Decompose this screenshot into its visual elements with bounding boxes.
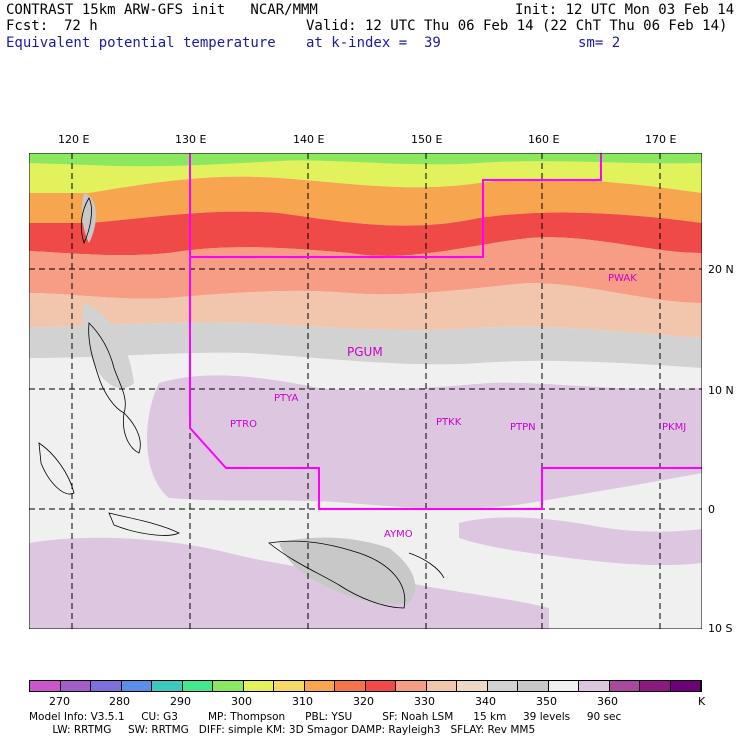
colorbar-swatch [182,681,213,691]
colorbar-swatch [609,681,640,691]
colorbar-tick-300: 300 [231,695,252,708]
colorbar-swatch [121,681,152,691]
colorbar-tick-310: 310 [292,695,313,708]
lat-label-20n: 20 N [708,263,734,276]
colorbar-swatch [548,681,579,691]
colorbar-swatch [335,681,366,691]
forecast-label: Fcst: [6,18,49,34]
field-name: Equivalent potential temperature [6,35,276,51]
colorbar-swatch [243,681,274,691]
colorbar-swatch [426,681,457,691]
colorbar-tick-360: 360 [597,695,618,708]
station-pkmj: PKMJ [662,422,687,433]
lon-label-120e: 120 E [58,133,90,146]
colorbar-swatch [579,681,610,691]
colorbar-swatch [60,681,91,691]
station-ptro: PTRO [230,419,257,430]
colorbar-swatch [365,681,396,691]
lon-label-150e: 150 E [411,133,443,146]
station-pwak: PWAK [608,273,637,284]
colorbar-swatch [213,681,244,691]
lon-label-160e: 160 E [528,133,560,146]
lon-label-170e: 170 E [645,133,677,146]
station-ptya: PTYA [274,393,299,404]
station-aymo: AYMO [384,529,413,540]
station-ptkk: PTKK [436,417,462,428]
colorbar-tick-330: 330 [414,695,435,708]
colorbar-swatch [457,681,488,691]
station-ptpn: PTPN [510,422,536,433]
colorbar-tick-270: 270 [49,695,70,708]
colorbar-swatch [640,681,671,691]
colorbar-swatch [30,681,61,691]
colorbar-swatch [670,681,701,691]
colorbar [29,680,702,692]
colorbar-swatch [152,681,183,691]
colorbar-tick-280: 280 [109,695,130,708]
level-index: at k-index = 39 [306,35,441,51]
forecast-hour: 72 h [64,18,98,34]
lon-label-130e: 130 E [175,133,207,146]
colorbar-tick-320: 320 [353,695,374,708]
lat-label-eq: 0 [708,503,715,516]
model-info-line2: LW: RRTMG SW: RRTMG DIFF: simple KM: 3D … [29,724,536,736]
colorbar-swatch [304,681,335,691]
station-pgum: PGUM [347,345,383,359]
theta-e-map [29,153,702,629]
lat-label-10n: 10 N [708,384,734,397]
colorbar-swatch [487,681,518,691]
model-info-line1: Model Info: V3.5.1 CU: G3 MP: Thompson P… [29,711,622,723]
valid-time: Valid: 12 UTC Thu 06 Feb 14 (22 ChT Thu … [306,18,728,34]
colorbar-tick-290: 290 [170,695,191,708]
model-title: CONTRAST 15km ARW-GFS init NCAR/MMM [6,2,318,18]
init-time: Init: 12 UTC Mon 03 Feb 14 [515,2,735,18]
colorbar-unit: K [698,695,706,708]
colorbar-swatch [396,681,427,691]
colorbar-swatch [274,681,305,691]
lat-label-10s: 10 S [708,622,733,635]
lon-label-140e: 140 E [293,133,325,146]
smoothing: sm= 2 [578,35,621,51]
colorbar-swatch [518,681,549,691]
colorbar-tick-350: 350 [536,695,557,708]
colorbar-swatch [91,681,122,691]
colorbar-tick-340: 340 [475,695,496,708]
